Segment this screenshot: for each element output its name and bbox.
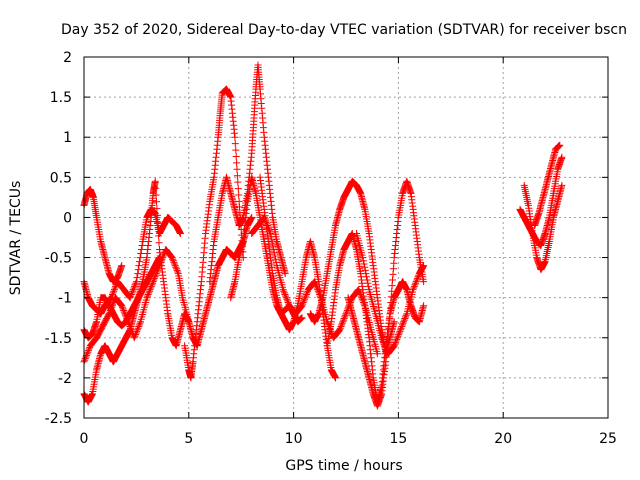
chart-title: Day 352 of 2020, Sidereal Day-to-day VTE… bbox=[61, 22, 627, 38]
series-arc-1 bbox=[80, 185, 126, 286]
series-arc-13 bbox=[323, 230, 428, 406]
y-tick-label: -2 bbox=[58, 371, 72, 387]
y-tick-label: 2 bbox=[63, 50, 72, 66]
y-tick-label: 0.5 bbox=[50, 170, 72, 186]
x-tick-label: 15 bbox=[389, 431, 407, 447]
series-arc-18 bbox=[531, 141, 564, 229]
plus-markers bbox=[323, 230, 428, 406]
y-tick-label: 0 bbox=[63, 210, 72, 226]
plus-markers bbox=[206, 61, 289, 286]
plus-markers bbox=[344, 177, 428, 410]
y-tick-label: 1 bbox=[63, 130, 72, 146]
x-axis-label: GPS time / hours bbox=[285, 458, 402, 474]
y-tick-label: -1.5 bbox=[45, 331, 72, 347]
x-tick-label: 10 bbox=[285, 431, 303, 447]
plot-frame bbox=[83, 56, 609, 419]
data-marks bbox=[80, 61, 566, 410]
y-tick-labels: -2.5 -2 -1.5 -1 -0.5 0 0.5 1 1.5 2 bbox=[45, 50, 72, 427]
grid-lines bbox=[84, 57, 608, 418]
plus-markers bbox=[80, 185, 126, 286]
y-tick-label: -1 bbox=[58, 291, 72, 307]
plus-markers bbox=[181, 85, 247, 382]
series-arc-17 bbox=[520, 181, 566, 274]
series-arc-12 bbox=[306, 177, 398, 358]
x-tick-labels: 0 5 10 15 20 25 bbox=[80, 431, 617, 447]
series-arc-15 bbox=[353, 230, 428, 358]
series-arc-8 bbox=[206, 61, 289, 286]
axis-ticks bbox=[83, 56, 609, 419]
plus-markers bbox=[531, 141, 564, 229]
y-tick-label: -2.5 bbox=[45, 411, 72, 427]
y-axis-label: SDTVAR / TECUs bbox=[8, 181, 24, 296]
x-tick-label: 25 bbox=[599, 431, 617, 447]
x-tick-label: 20 bbox=[494, 431, 512, 447]
x-tick-label: 5 bbox=[184, 431, 193, 447]
y-tick-label: -0.5 bbox=[45, 251, 72, 267]
y-tick-label: 1.5 bbox=[50, 90, 72, 106]
plus-markers bbox=[353, 230, 428, 358]
series-arc-14 bbox=[344, 177, 428, 410]
plus-markers bbox=[306, 177, 398, 358]
x-tick-label: 0 bbox=[80, 431, 89, 447]
plus-markers bbox=[520, 181, 566, 274]
series-arc-7 bbox=[181, 85, 247, 382]
